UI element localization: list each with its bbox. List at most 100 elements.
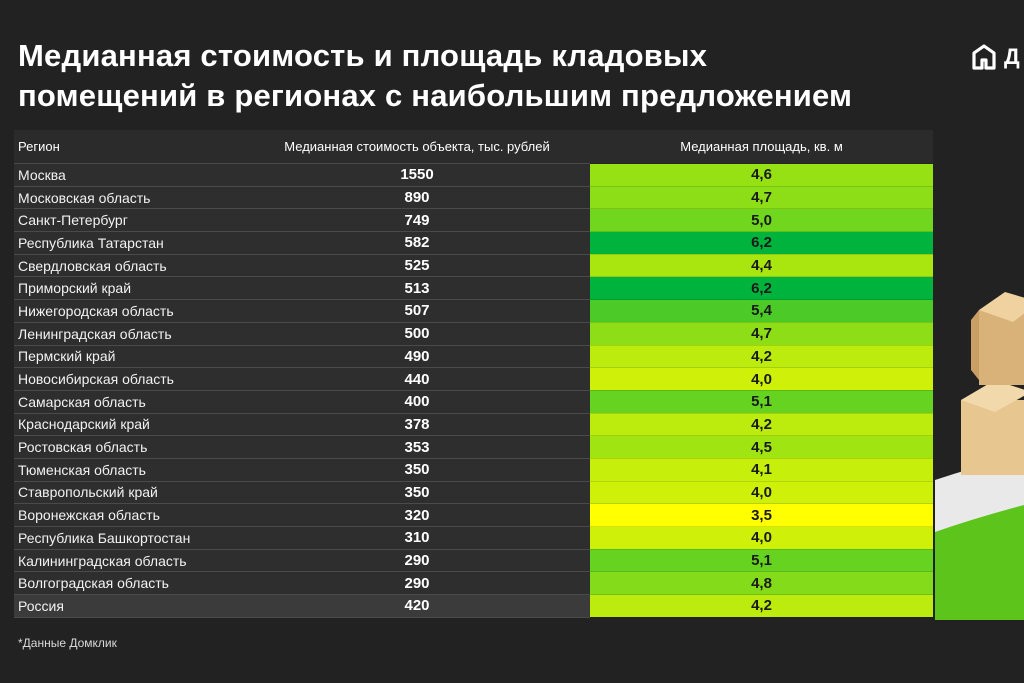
cost-cell: 749 xyxy=(244,208,590,233)
cost-cell: 490 xyxy=(244,344,590,369)
region-cell: Воронежская область xyxy=(14,503,244,527)
box-lower-top xyxy=(961,380,1024,412)
region-cell: Пермский край xyxy=(14,344,244,369)
cost-cell: 290 xyxy=(244,548,590,573)
area-cell: 4,1 xyxy=(590,457,933,482)
region-cell: Москва xyxy=(14,163,244,187)
area-cell: 6,2 xyxy=(590,276,933,301)
table-row: Калининградская область 290 5,1 xyxy=(14,548,933,573)
title-line-2: помещений в регионах с наибольшим предло… xyxy=(18,78,853,113)
logo-text: Д xyxy=(1004,44,1020,69)
cost-cell: 525 xyxy=(244,253,590,278)
cost-cell: 353 xyxy=(244,435,590,459)
area-cell: 3,5 xyxy=(590,503,933,527)
table-row: Воронежская область 320 3,5 xyxy=(14,503,933,527)
table-row: Москва 1550 4,6 xyxy=(14,163,933,187)
area-cell: 4,2 xyxy=(590,594,933,618)
header-cost: Медианная стоимость объекта, тыс. рублей xyxy=(244,130,590,164)
area-cell: 4,8 xyxy=(590,571,933,596)
table-row: Тюменская область 350 4,1 xyxy=(14,457,933,482)
region-cell: Новосибирская область xyxy=(14,367,244,391)
table-row: Ставропольский край 350 4,0 xyxy=(14,480,933,505)
region-cell: Санкт-Петербург xyxy=(14,208,244,233)
table-row: Ростовская область 353 4,5 xyxy=(14,435,933,459)
table-row: Ленинградская область 500 4,7 xyxy=(14,321,933,346)
cost-cell: 890 xyxy=(244,185,590,210)
box-upper xyxy=(979,310,1024,385)
title-line-1: Медианная стоимость и площадь кладовых xyxy=(18,38,708,73)
box-upper-side xyxy=(971,310,979,380)
table-body: Москва 1550 4,6 Московская область 890 4,7 Сан… xyxy=(14,163,933,618)
cost-cell: 440 xyxy=(244,367,590,391)
cost-cell: 507 xyxy=(244,299,590,323)
table-row: Нижегородская область 507 5,4 xyxy=(14,299,933,323)
box-lower xyxy=(961,400,1024,475)
table-row: Московская область 890 4,7 xyxy=(14,185,933,210)
table-row: Новосибирская область 440 4,0 xyxy=(14,367,933,391)
region-cell: Ростовская область xyxy=(14,435,244,459)
table-row: Республика Башкортостан 310 4,0 xyxy=(14,526,933,550)
cost-cell: 320 xyxy=(244,503,590,527)
cost-cell: 400 xyxy=(244,389,590,414)
cost-cell: 1550 xyxy=(244,163,590,187)
region-cell: Калининградская область xyxy=(14,548,244,573)
table-row: Свердловская область 525 4,4 xyxy=(14,253,933,278)
region-cell: Краснодарский край xyxy=(14,412,244,437)
area-cell: 4,0 xyxy=(590,480,933,505)
area-cell: 5,1 xyxy=(590,389,933,414)
region-cell: Свердловская область xyxy=(14,253,244,278)
area-cell: 4,5 xyxy=(590,435,933,459)
boxes-illustration xyxy=(935,292,1024,620)
table-row: Россия 420 4,2 xyxy=(14,594,933,618)
cost-cell: 310 xyxy=(244,526,590,550)
area-cell: 4,2 xyxy=(590,412,933,437)
data-table: Регион Медианная стоимость объекта, тыс.… xyxy=(14,130,933,618)
cost-cell: 513 xyxy=(244,276,590,301)
area-cell: 4,0 xyxy=(590,526,933,550)
table-row: Пермский край 490 4,2 xyxy=(14,344,933,369)
house-icon xyxy=(972,44,996,70)
area-cell: 6,2 xyxy=(590,231,933,255)
table-header-row: Регион Медианная стоимость объекта, тыс.… xyxy=(14,130,933,164)
green-platform xyxy=(935,502,1024,620)
cost-cell: 290 xyxy=(244,571,590,596)
table-row: Самарская область 400 5,1 xyxy=(14,389,933,414)
cost-cell: 350 xyxy=(244,457,590,482)
table-row: Санкт-Петербург 749 5,0 xyxy=(14,208,933,233)
footnote: *Данные Домклик xyxy=(18,636,117,650)
area-cell: 4,7 xyxy=(590,321,933,346)
region-cell: Республика Башкортостан xyxy=(14,526,244,550)
region-cell: Республика Татарстан xyxy=(14,231,244,255)
domclick-logo: Д xyxy=(972,44,1020,70)
cost-cell: 500 xyxy=(244,321,590,346)
area-cell: 5,4 xyxy=(590,299,933,323)
area-cell: 4,4 xyxy=(590,253,933,278)
cost-cell: 582 xyxy=(244,231,590,255)
region-cell: Тюменская область xyxy=(14,457,244,482)
region-cell: Самарская область xyxy=(14,389,244,414)
region-cell: Московская область xyxy=(14,185,244,210)
box-upper-top xyxy=(979,292,1024,322)
region-cell: Волгоградская область xyxy=(14,571,244,596)
table-row: Республика Татарстан 582 6,2 xyxy=(14,231,933,255)
page-title: Медианная стоимость и площадь кладовых п… xyxy=(18,36,948,116)
area-cell: 4,6 xyxy=(590,163,933,187)
header-area: Медианная площадь, кв. м xyxy=(590,130,933,164)
area-cell: 4,7 xyxy=(590,185,933,210)
header-region: Регион xyxy=(14,130,244,164)
area-cell: 4,2 xyxy=(590,344,933,369)
region-cell: Россия xyxy=(14,594,244,618)
table-row: Приморский край 513 6,2 xyxy=(14,276,933,301)
cost-cell: 350 xyxy=(244,480,590,505)
cost-cell: 420 xyxy=(244,594,590,618)
area-cell: 5,0 xyxy=(590,208,933,233)
cost-cell: 378 xyxy=(244,412,590,437)
region-cell: Нижегородская область xyxy=(14,299,244,323)
region-cell: Ленинградская область xyxy=(14,321,244,346)
table-row: Краснодарский край 378 4,2 xyxy=(14,412,933,437)
region-cell: Приморский край xyxy=(14,276,244,301)
region-cell: Ставропольский край xyxy=(14,480,244,505)
table-row: Волгоградская область 290 4,8 xyxy=(14,571,933,596)
area-cell: 5,1 xyxy=(590,548,933,573)
area-cell: 4,0 xyxy=(590,367,933,391)
